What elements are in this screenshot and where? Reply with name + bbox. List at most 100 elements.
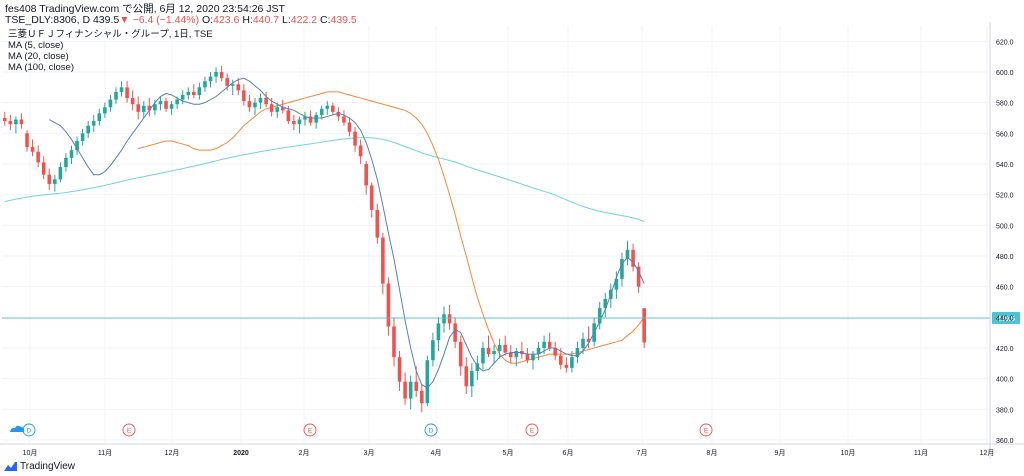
candle-body (453, 323, 457, 342)
legend-ma5[interactable]: MA (5, close) (8, 40, 64, 51)
y-tick-label: 500.0 (996, 223, 1014, 230)
candle (636, 262, 641, 293)
event-circle (303, 423, 317, 437)
legend-ma100[interactable]: MA (100, close) (8, 62, 74, 73)
candle (2, 111, 7, 126)
candle (514, 347, 519, 367)
publish-title-text: fes408 TradingView.com で公開, 6月 12, 2020 … (5, 3, 285, 15)
legend-ma20[interactable]: MA (20, close) (8, 51, 69, 62)
y-tick-label: 520.0 (996, 193, 1014, 200)
dividend-marker[interactable]: D (22, 423, 36, 437)
candle (169, 101, 174, 115)
candle (203, 76, 207, 92)
dividend-marker[interactable]: D (424, 423, 438, 437)
candle (247, 94, 252, 112)
tradingview-brand[interactable]: TradingView (4, 461, 75, 472)
candle-body (258, 98, 263, 103)
candle (91, 114, 96, 132)
earnings-marker[interactable]: E (122, 423, 136, 437)
ma5-series (49, 77, 645, 389)
candle (631, 243, 635, 272)
candle (508, 344, 513, 364)
candle-body (358, 145, 363, 157)
x-tick-label: 2月 (299, 449, 310, 457)
candle-body (470, 370, 474, 387)
candle-body (280, 107, 285, 111)
candle-body (631, 249, 635, 267)
last-price-tag (992, 312, 1020, 325)
symbol: TSE_DLY:8306, D (5, 14, 91, 26)
candle-body (342, 116, 346, 123)
candle-body (8, 121, 13, 125)
candle (503, 335, 507, 356)
candle-body (642, 308, 646, 343)
candle-body (308, 116, 313, 123)
candle (253, 98, 257, 115)
candle (108, 94, 113, 112)
candle-body (481, 347, 485, 364)
candle (242, 84, 246, 106)
candle-body (297, 119, 302, 125)
publish-title: fes408 TradingView.com で公開, 6月 12, 2020 … (5, 3, 285, 15)
candle-body (86, 125, 90, 134)
candle-body (486, 347, 491, 355)
legend-instrument[interactable]: 三菱ＵＦＪフィナンシャル・グループ, 1日, TSE (8, 29, 213, 40)
ma20-line (138, 91, 645, 364)
y-tick-label: 460.0 (996, 285, 1014, 292)
candle (408, 375, 413, 410)
candle-body (19, 119, 24, 125)
candle-body (625, 249, 630, 260)
candle (425, 355, 430, 407)
candle (525, 347, 530, 364)
event-circle (424, 423, 438, 437)
candle (625, 240, 630, 266)
candle (492, 344, 496, 364)
event-letter: E (308, 428, 313, 435)
candle (258, 93, 263, 109)
earnings-marker[interactable]: E (525, 423, 539, 437)
axes: 360.0 380.0 400.0 420.0 440.0 460.0 480.0 500.0… (0, 22, 1024, 459)
event-letter: D (27, 428, 32, 435)
candle-body (558, 355, 563, 365)
candle-body (264, 98, 268, 105)
candle (575, 341, 580, 364)
candle-body (164, 101, 168, 109)
candle-body (381, 237, 385, 284)
candle-body (303, 116, 307, 120)
candle-body (69, 150, 74, 158)
grid (2, 26, 988, 443)
candle-body (136, 104, 141, 112)
candle-body (375, 209, 380, 238)
candle-body (614, 278, 619, 290)
candle (497, 338, 502, 359)
x-tick-label: 12月 (980, 449, 995, 457)
candle (214, 67, 218, 83)
candle-body (431, 340, 435, 361)
x-tick-label: 3月 (364, 449, 375, 457)
candle-body (130, 98, 135, 105)
candle (208, 71, 213, 88)
candle-body (525, 354, 530, 361)
candle (369, 182, 374, 218)
candle (297, 116, 302, 134)
candle (219, 65, 224, 82)
candle-body (25, 133, 29, 148)
candle (614, 271, 619, 299)
candle-body (103, 107, 107, 114)
split-cloud-icon[interactable] (10, 425, 25, 432)
x-tick-label: 2020 (233, 450, 249, 457)
candle (620, 252, 624, 287)
candle-body (458, 341, 463, 367)
candle-body (475, 363, 480, 371)
candle-body (536, 347, 541, 355)
candle-body (75, 140, 79, 151)
candle-body (247, 101, 252, 108)
candle-body (30, 147, 35, 152)
earnings-marker[interactable]: E (699, 423, 713, 437)
earnings-marker[interactable]: E (303, 423, 317, 437)
candle (609, 283, 613, 309)
candles (2, 65, 646, 413)
candle-body (180, 94, 185, 100)
candle (553, 341, 558, 361)
